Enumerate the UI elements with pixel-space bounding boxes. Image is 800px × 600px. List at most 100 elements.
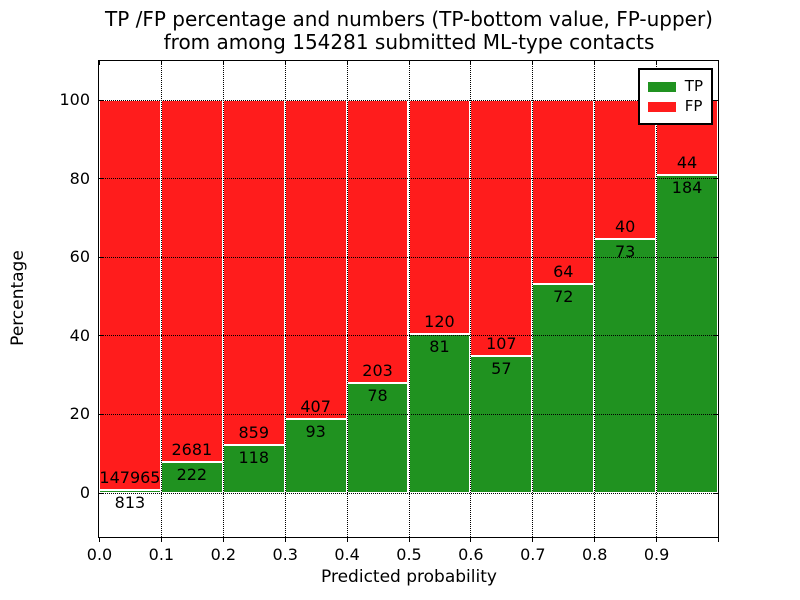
- annotation-tp-count-1: 222: [176, 465, 208, 485]
- annotation-fp-count-4: 203: [362, 361, 393, 381]
- annotation-tp-count-7: 72: [553, 287, 574, 307]
- annotation-fp-count-8: 40: [614, 216, 636, 236]
- bar-segment-fp-4: [346, 99, 409, 384]
- bar-segment-tp-7: [532, 284, 595, 493]
- x-tick-bottom-5: [408, 537, 410, 542]
- x-tick-top-7: [532, 61, 534, 65]
- y-tick-right-100: [713, 99, 718, 101]
- x-tick-top-4: [346, 61, 348, 65]
- bar-segment-fp-0: [99, 99, 161, 491]
- y-tick-label-100: 100: [59, 90, 90, 109]
- bar-segment-fp-5: [408, 99, 471, 335]
- bar-segment-fp-2: [222, 99, 285, 446]
- y-tick-left-20: [99, 413, 104, 415]
- y-tick-left-0: [99, 492, 104, 494]
- x-tick-top-10: [718, 61, 719, 65]
- y-tick-label-80: 80: [69, 168, 90, 188]
- y-tick-left-80: [99, 178, 104, 180]
- annotation-tp-count-3: 93: [305, 422, 326, 442]
- y-tick-right-0: [713, 492, 718, 494]
- chart-title-line1: TP /FP percentage and numbers (TP-bottom…: [105, 7, 713, 31]
- annotation-tp-count-9: 184: [671, 178, 703, 198]
- annotation-fp-count-0: 147965: [99, 468, 161, 488]
- bar-segment-tp-2: [222, 445, 285, 493]
- chart-title: TP /FP percentage and numbers (TP-bottom…: [98, 8, 720, 54]
- annotation-fp-count-7: 64: [553, 262, 574, 282]
- x-tick-label-0.1: 0.1: [148, 545, 175, 564]
- x-tick-label-0.9: 0.9: [643, 545, 670, 564]
- x-tick-label-0.6: 0.6: [458, 545, 484, 564]
- gridline-x-0.1: [160, 61, 162, 537]
- y-tick-left-60: [99, 256, 104, 258]
- y-tick-label-20: 20: [69, 404, 90, 424]
- x-tick-label-0.0: 0.0: [86, 545, 113, 564]
- y-tick-right-40: [713, 335, 718, 337]
- y-tick-right-20: [713, 413, 718, 415]
- bar-segment-tp-6: [470, 355, 533, 493]
- x-tick-bottom-4: [346, 537, 348, 542]
- annotation-tp-count-5: 81: [429, 337, 450, 357]
- x-tick-bottom-0: [99, 537, 100, 542]
- annotation-tp-count-0: 813: [114, 493, 146, 513]
- gridline-x-0.7: [532, 61, 534, 537]
- x-tick-top-6: [470, 61, 472, 65]
- gridline-x-0.5: [408, 61, 410, 537]
- bar-segment-tp-8: [594, 238, 657, 493]
- y-tick-label-0: 0: [79, 483, 90, 502]
- y-tick-left-100: [99, 99, 104, 101]
- x-tick-bottom-7: [532, 537, 534, 542]
- x-tick-bottom-10: [718, 537, 719, 542]
- x-tick-top-1: [160, 61, 162, 65]
- x-tick-label-0.2: 0.2: [210, 545, 237, 564]
- gridline-x-0.8: [594, 61, 596, 537]
- bar-segment-tp-4: [346, 383, 409, 493]
- x-tick-bottom-3: [284, 537, 286, 542]
- annotation-tp-count-6: 57: [491, 358, 512, 378]
- bar-segment-tp-9: [656, 175, 718, 493]
- bar-segment-fp-6: [470, 99, 533, 356]
- chart-title-line2: from among 154281 submitted ML-type cont…: [163, 30, 655, 54]
- legend-swatch-fp: [647, 101, 676, 112]
- x-tick-top-3: [284, 61, 286, 65]
- annotation-tp-count-2: 118: [238, 448, 270, 468]
- x-tick-top-5: [408, 61, 410, 65]
- annotation-fp-count-9: 44: [676, 153, 698, 173]
- annotation-tp-count-8: 73: [614, 241, 636, 261]
- annotation-fp-count-6: 107: [486, 333, 517, 353]
- annotation-tp-count-4: 78: [367, 386, 388, 406]
- bar-segment-tp-3: [284, 419, 347, 493]
- x-tick-label-0.3: 0.3: [272, 545, 298, 564]
- legend-swatch-tp: [647, 81, 676, 92]
- gridline-x-0.6: [470, 61, 472, 537]
- y-tick-right-60: [713, 256, 718, 258]
- x-tick-bottom-2: [222, 537, 224, 542]
- gridline-x-0.4: [346, 61, 348, 537]
- bar-segment-fp-3: [284, 99, 347, 420]
- bar-segment-fp-1: [160, 99, 223, 463]
- x-tick-top-8: [594, 61, 596, 65]
- gridline-x-0.3: [284, 61, 286, 537]
- gridline-x-0.9: [656, 61, 658, 537]
- y-tick-label-40: 40: [69, 325, 90, 345]
- annotation-fp-count-3: 407: [300, 397, 331, 417]
- x-tick-top-9: [656, 61, 658, 65]
- legend-label-fp: FP: [684, 97, 703, 115]
- x-tick-label-0.5: 0.5: [396, 545, 422, 564]
- y-axis-label: Percentage: [8, 250, 28, 346]
- x-tick-bottom-1: [160, 537, 162, 542]
- bar-segment-tp-0: [99, 490, 161, 493]
- x-tick-bottom-8: [594, 537, 596, 542]
- x-tick-label-0.8: 0.8: [581, 545, 608, 564]
- legend: TP FP: [637, 68, 713, 125]
- y-tick-left-40: [99, 335, 104, 337]
- annotation-fp-count-2: 859: [238, 423, 270, 443]
- x-tick-top-2: [222, 61, 224, 65]
- annotation-fp-count-5: 120: [424, 312, 455, 332]
- x-tick-label-0.4: 0.4: [334, 545, 360, 564]
- x-axis-label: Predicted probability: [321, 567, 497, 587]
- x-tick-bottom-9: [656, 537, 658, 542]
- bar-segment-fp-8: [594, 99, 657, 239]
- x-tick-label-0.7: 0.7: [520, 545, 546, 564]
- gridline-x-0.2: [222, 61, 224, 537]
